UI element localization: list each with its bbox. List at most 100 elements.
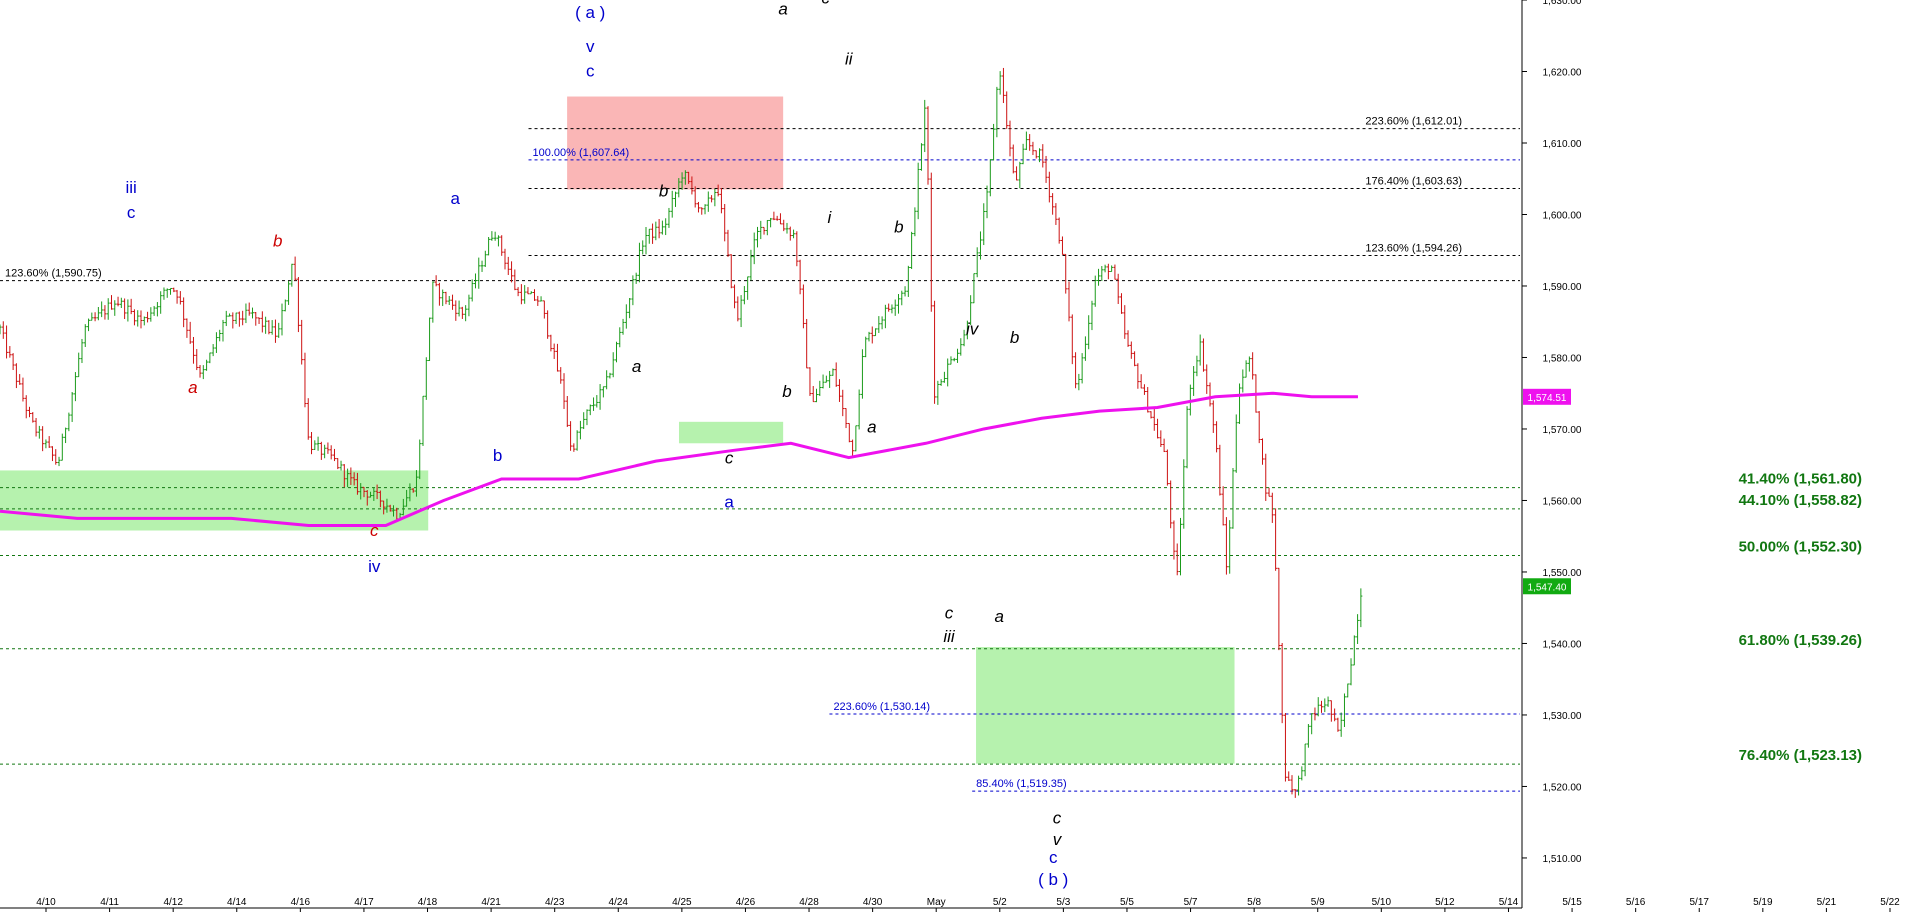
wave-label: a <box>994 607 1003 626</box>
target-zone <box>567 96 784 190</box>
x-tick-label: 5/15 <box>1562 897 1582 908</box>
level-label: 85.40% (1,519.35) <box>976 778 1067 790</box>
moving-average-layer <box>0 391 1358 527</box>
moving-average-tag-label: 1,574.51 <box>1528 393 1567 404</box>
x-tick-label: 4/17 <box>354 897 374 908</box>
wave-label: a <box>632 357 641 376</box>
y-tick-label: 1,600.00 <box>1543 210 1582 221</box>
x-tick-label: 5/5 <box>1120 897 1134 908</box>
y-tick-label: 1,530.00 <box>1543 711 1582 722</box>
last-price-tag <box>1523 578 1571 595</box>
y-tick-label: 1,560.00 <box>1543 496 1582 507</box>
y-tick-label: 1,540.00 <box>1543 639 1582 650</box>
y-tick-label: 1,590.00 <box>1543 282 1582 293</box>
level-label: 123.60% (1,590.75) <box>5 268 102 280</box>
level-label: 76.40% (1,523.13) <box>1739 747 1862 764</box>
level-label: 61.80% (1,539.26) <box>1739 632 1862 649</box>
x-tick-label: May <box>927 897 946 908</box>
x-tick-label: 5/14 <box>1499 897 1519 908</box>
wave-label: a <box>450 189 460 208</box>
y-tick-label: 1,510.00 <box>1543 854 1582 865</box>
wave-label: v <box>1053 830 1063 849</box>
x-tick-label: 5/10 <box>1372 897 1392 908</box>
x-tick-label: 5/22 <box>1880 897 1900 908</box>
x-tick-label: 4/16 <box>291 897 311 908</box>
wave-label: ( a ) <box>575 3 605 22</box>
x-tick-label: 5/16 <box>1626 897 1646 908</box>
y-tick-label: 1,550.00 <box>1543 568 1582 579</box>
zones-layer <box>0 96 1235 764</box>
x-tick-label: 5/2 <box>993 897 1007 908</box>
level-label: 223.60% (1,530.14) <box>833 701 930 713</box>
x-tick-label: 5/9 <box>1311 897 1325 908</box>
x-tick-label: 5/8 <box>1247 897 1261 908</box>
wave-label: iii <box>125 178 136 197</box>
level-label: 100.00% (1,607.64) <box>533 147 630 159</box>
x-tick-label: 4/23 <box>545 897 565 908</box>
wave-label: iv <box>966 320 980 339</box>
level-label: 123.60% (1,594.26) <box>1365 243 1462 255</box>
candles-layer <box>0 67 1363 798</box>
x-tick-label: 4/28 <box>799 897 819 908</box>
x-tick-label: 4/25 <box>672 897 692 908</box>
wave-label: c <box>945 603 954 622</box>
x-tick-label: 5/7 <box>1184 897 1198 908</box>
wave-label: b <box>782 382 791 401</box>
y-tick-label: 1,630.00 <box>1543 0 1582 7</box>
wave-label: i <box>828 208 833 227</box>
y-tick-label: 1,610.00 <box>1543 139 1582 150</box>
wave-labels-layer: ( a )vcbciiiabacabiiicbacivabbaivbciiiac… <box>125 0 1068 889</box>
last-price-tag-label: 1,547.40 <box>1528 582 1567 593</box>
x-tick-label: 5/21 <box>1817 897 1837 908</box>
y-tick-label: 1,580.00 <box>1543 353 1582 364</box>
level-label: 44.10% (1,558.82) <box>1739 492 1862 509</box>
wave-label: c <box>725 448 734 467</box>
wave-label: c <box>127 203 136 222</box>
x-tick-label: 4/11 <box>100 897 119 908</box>
x-tick-label: 4/26 <box>736 897 756 908</box>
wave-label: iii <box>943 627 956 646</box>
target-zone <box>0 470 429 531</box>
x-tick-label: 4/24 <box>609 897 629 908</box>
y-tick-label: 1,570.00 <box>1543 425 1582 436</box>
x-tick-label: 4/12 <box>163 897 183 908</box>
target-zone <box>976 647 1235 764</box>
moving-average-line <box>0 391 1358 527</box>
wave-label: a <box>867 418 876 437</box>
x-tick-label: 4/14 <box>227 897 247 908</box>
wave-label: b <box>659 182 668 201</box>
wave-label: v <box>586 37 595 56</box>
wave-label: iv <box>368 557 381 576</box>
x-tick-label: 4/18 <box>418 897 438 908</box>
wave-label: a <box>778 0 787 18</box>
x-tick-label: 5/19 <box>1753 897 1773 908</box>
wave-label: c <box>1049 848 1058 867</box>
wave-label: ii <box>845 49 854 68</box>
x-tick-label: 5/17 <box>1690 897 1710 908</box>
wave-label: c <box>370 521 379 540</box>
wave-label: c <box>1053 809 1062 828</box>
wave-label: b <box>894 217 903 236</box>
wave-label: b <box>493 446 502 465</box>
wave-label: b <box>273 232 282 251</box>
wave-label: a <box>724 493 734 512</box>
x-tick-label: 5/12 <box>1435 897 1455 908</box>
x-tick-label: 4/10 <box>36 897 56 908</box>
moving-average-tag <box>1523 388 1571 405</box>
wave-label: ( b ) <box>1038 870 1068 889</box>
y-tick-label: 1,520.00 <box>1543 782 1582 793</box>
y-tick-label: 1,620.00 <box>1543 67 1582 78</box>
wave-label: a <box>188 378 197 397</box>
x-tick-label: 4/21 <box>481 897 501 908</box>
level-label: 223.60% (1,612.01) <box>1365 116 1462 128</box>
levels-layer: 223.60% (1,612.01) 100.00% (1,607.64) 176.… <box>0 116 1862 792</box>
target-zone <box>678 421 784 444</box>
wave-label: c <box>586 62 595 81</box>
level-label: 50.00% (1,552.30) <box>1739 539 1862 556</box>
wave-label: c <box>821 0 830 8</box>
wave-label: b <box>1010 328 1019 347</box>
